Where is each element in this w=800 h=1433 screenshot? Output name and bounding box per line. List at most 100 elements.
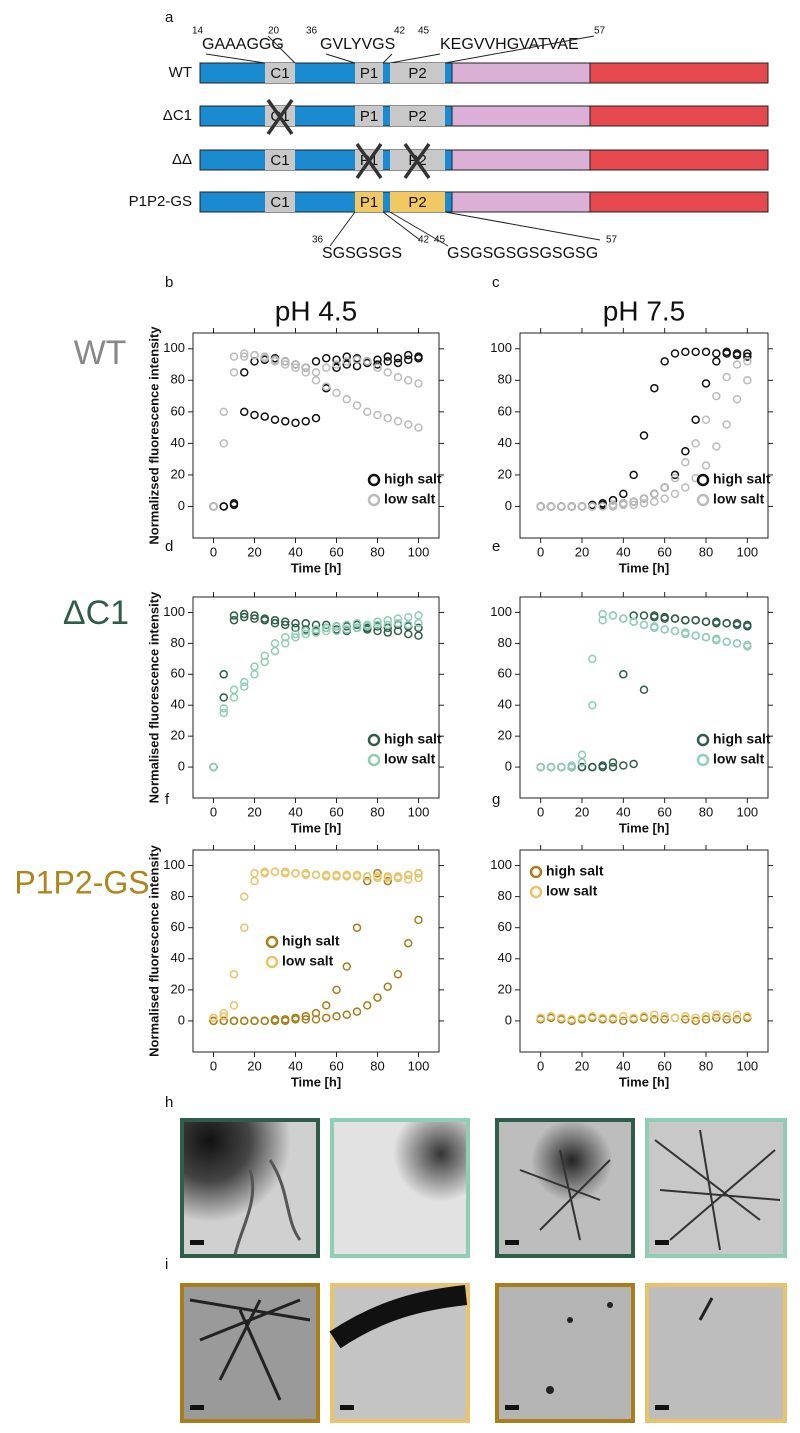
data-point: [322, 1013, 331, 1023]
legend-label: high salt: [546, 863, 604, 879]
data-point: [404, 875, 413, 884]
plot-frame: [519, 332, 769, 539]
data-point: [629, 1013, 638, 1023]
data-point: [546, 762, 556, 772]
data-point: [291, 623, 300, 633]
legend-label: low salt: [384, 491, 436, 507]
data-point: [250, 662, 259, 671]
domain: [355, 106, 383, 126]
data-point: [681, 1012, 690, 1021]
domain-label: P1: [360, 194, 378, 211]
x-tick-label: 80: [699, 544, 713, 559]
data-point: [240, 609, 249, 619]
domain-label: C1: [270, 152, 289, 169]
x-tick-label: 40: [288, 804, 302, 819]
data-point: [681, 628, 690, 637]
x-axis-label: Time [h]: [291, 820, 341, 835]
data-point: [743, 357, 752, 366]
data-point: [373, 626, 382, 636]
panel-label: h: [165, 1094, 173, 1111]
y-tick-label: 60: [171, 666, 185, 681]
data-point: [598, 502, 607, 511]
residue-number: 45: [434, 235, 446, 246]
data-point: [722, 372, 731, 382]
data-point: [681, 615, 690, 625]
data-point: [363, 876, 372, 886]
legend-marker: [696, 733, 710, 747]
data-point: [219, 704, 228, 713]
y-tick-label: 80: [498, 372, 512, 387]
row-label: P1P2-GS: [14, 864, 149, 900]
x-tick-label: 80: [370, 544, 384, 559]
x-tick-label: 20: [247, 804, 261, 819]
domain-label: P2: [408, 108, 426, 125]
region: [589, 191, 769, 213]
residue-number: 36: [312, 235, 324, 246]
x-tick-label: 80: [699, 1058, 713, 1073]
data-point: [546, 1012, 556, 1021]
data-point: [598, 609, 607, 619]
domain: [355, 63, 383, 83]
legend-label: low salt: [384, 751, 436, 767]
data-point: [732, 1010, 742, 1019]
data-point: [650, 622, 659, 631]
region: [589, 105, 769, 127]
residue-number: 42: [394, 26, 406, 37]
data-point: [229, 693, 239, 702]
data-point: [311, 368, 321, 377]
data-point: [250, 869, 259, 878]
domain-label: P2: [408, 194, 426, 211]
panel-label: i: [165, 1256, 168, 1273]
data-point: [363, 622, 372, 631]
data-point: [639, 494, 649, 503]
data-point: [219, 708, 228, 718]
data-point: [732, 360, 742, 369]
data-point: [650, 383, 659, 393]
data-point: [373, 869, 382, 878]
y-tick-label: 100: [490, 604, 512, 619]
x-tick-label: 80: [699, 804, 713, 819]
y-tick-label: 0: [178, 498, 185, 513]
domain: [355, 192, 383, 212]
data-point: [332, 626, 341, 636]
data-point: [240, 923, 249, 932]
panel-label: f: [165, 791, 170, 808]
y-tick-label: 80: [171, 635, 185, 650]
x-axis-label: Time [h]: [291, 1074, 341, 1089]
data-point: [393, 358, 403, 368]
data-point: [557, 1013, 566, 1023]
data-point: [342, 394, 351, 404]
y-tick-label: 0: [505, 759, 512, 774]
data-point: [619, 1012, 628, 1021]
y-axis-label: Normalised fluorescence intensity: [146, 844, 161, 1056]
domain-label: P1: [360, 108, 378, 125]
data-point: [352, 619, 362, 628]
sequence: GSGSGSGSGSGSG: [447, 245, 598, 262]
data-point: [619, 500, 628, 510]
data-point: [629, 497, 638, 506]
data-point: [701, 617, 711, 626]
region: [451, 62, 591, 84]
micrograph-images: [180, 1118, 787, 1423]
y-tick-label: 40: [171, 435, 185, 450]
domain: [265, 150, 295, 170]
data-point: [743, 349, 752, 358]
data-point: [332, 1012, 341, 1021]
data-point: [311, 625, 321, 634]
data-point: [229, 1001, 239, 1010]
data-point: [660, 483, 669, 492]
data-point: [393, 614, 403, 623]
residue-number: 57: [606, 235, 618, 246]
x-tick-label: 20: [247, 544, 261, 559]
legend-marker: [696, 493, 710, 507]
y-tick-label: 60: [498, 666, 512, 681]
data-point: [240, 407, 249, 417]
data-point: [639, 620, 649, 630]
x-tick-label: 40: [288, 1058, 302, 1073]
x-tick-label: 60: [329, 544, 343, 559]
data-point: [743, 642, 752, 651]
data-point: [383, 620, 392, 630]
data-point: [650, 497, 659, 506]
data-point: [260, 615, 269, 625]
x-tick-label: 20: [575, 544, 589, 559]
